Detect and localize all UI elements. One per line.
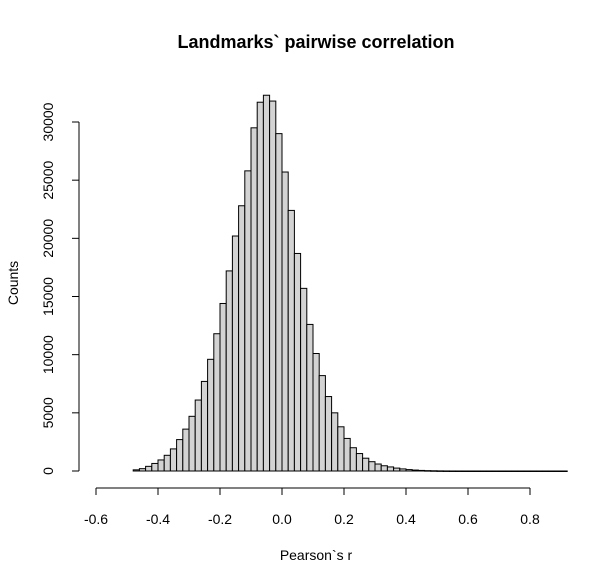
histogram-bar bbox=[257, 102, 263, 471]
y-tick-label: 30000 bbox=[40, 102, 56, 141]
histogram-bar bbox=[288, 210, 294, 471]
y-axis: 0 5000 10000 15000 20000 25000 30000 bbox=[40, 102, 79, 475]
histogram-bar bbox=[313, 354, 319, 472]
histogram-bar bbox=[369, 462, 375, 471]
histogram-bar bbox=[381, 466, 387, 471]
histogram-bar bbox=[220, 303, 226, 471]
x-tick-label: -0.4 bbox=[146, 511, 170, 527]
histogram-bar bbox=[177, 440, 183, 471]
histogram-bar bbox=[301, 288, 307, 471]
histogram-bar bbox=[189, 416, 195, 471]
histogram-bar bbox=[239, 206, 245, 471]
y-tick-label: 20000 bbox=[40, 219, 56, 258]
x-tick-label: -0.6 bbox=[84, 511, 108, 527]
y-tick-label: 0 bbox=[40, 467, 56, 475]
x-axis: -0.6 -0.4 -0.2 0.0 0.2 0.4 0.6 0.8 bbox=[84, 488, 540, 527]
histogram-bar bbox=[152, 463, 158, 471]
histogram-bar bbox=[294, 253, 300, 471]
x-tick-label: 0.2 bbox=[334, 511, 354, 527]
y-tick-label: 15000 bbox=[40, 277, 56, 316]
histogram-bar bbox=[232, 236, 238, 471]
histogram-bars bbox=[133, 95, 567, 471]
histogram-bar bbox=[276, 134, 282, 471]
histogram-bar bbox=[251, 128, 257, 471]
histogram-bar bbox=[201, 381, 207, 471]
histogram-bar bbox=[356, 454, 362, 471]
histogram-bar bbox=[226, 271, 232, 471]
histogram-bar bbox=[536, 471, 542, 472]
chart-title: Landmarks` pairwise correlation bbox=[177, 32, 454, 52]
histogram-bar bbox=[542, 471, 548, 472]
histogram-bar bbox=[263, 95, 269, 471]
histogram-bar bbox=[164, 455, 170, 471]
x-tick-label: 0.8 bbox=[520, 511, 540, 527]
histogram-bar bbox=[146, 466, 152, 471]
histogram-bar bbox=[561, 471, 567, 472]
histogram-bar bbox=[208, 359, 214, 471]
y-axis-label: Counts bbox=[5, 261, 21, 305]
x-tick-label: 0.4 bbox=[396, 511, 416, 527]
y-tick-label: 25000 bbox=[40, 160, 56, 199]
histogram-bar bbox=[282, 172, 288, 471]
histogram-bar bbox=[195, 400, 201, 471]
histogram-bar bbox=[183, 429, 189, 471]
x-axis-label: Pearson`s r bbox=[280, 547, 353, 563]
histogram-bar bbox=[555, 471, 561, 472]
histogram-bar bbox=[325, 397, 331, 471]
histogram-bar bbox=[530, 471, 536, 472]
x-tick-label: -0.2 bbox=[208, 511, 232, 527]
histogram-bar bbox=[245, 171, 251, 471]
histogram-bar bbox=[338, 427, 344, 471]
histogram-bar bbox=[363, 458, 369, 471]
histogram-bar bbox=[350, 448, 356, 471]
y-tick-label: 10000 bbox=[40, 335, 56, 374]
x-tick-label: 0.0 bbox=[272, 511, 292, 527]
histogram-bar bbox=[332, 413, 338, 471]
histogram-bar bbox=[170, 449, 176, 471]
histogram-bar bbox=[375, 464, 381, 471]
histogram-bar bbox=[344, 438, 350, 471]
histogram-bar bbox=[270, 101, 276, 471]
x-tick-label: 0.6 bbox=[458, 511, 478, 527]
histogram-bar bbox=[319, 376, 325, 471]
histogram-bar bbox=[158, 460, 164, 471]
histogram-bar bbox=[549, 471, 555, 472]
histogram-bar bbox=[307, 324, 313, 471]
y-tick-label: 5000 bbox=[40, 397, 56, 428]
histogram-bar bbox=[387, 467, 393, 471]
histogram-bar bbox=[214, 334, 220, 471]
